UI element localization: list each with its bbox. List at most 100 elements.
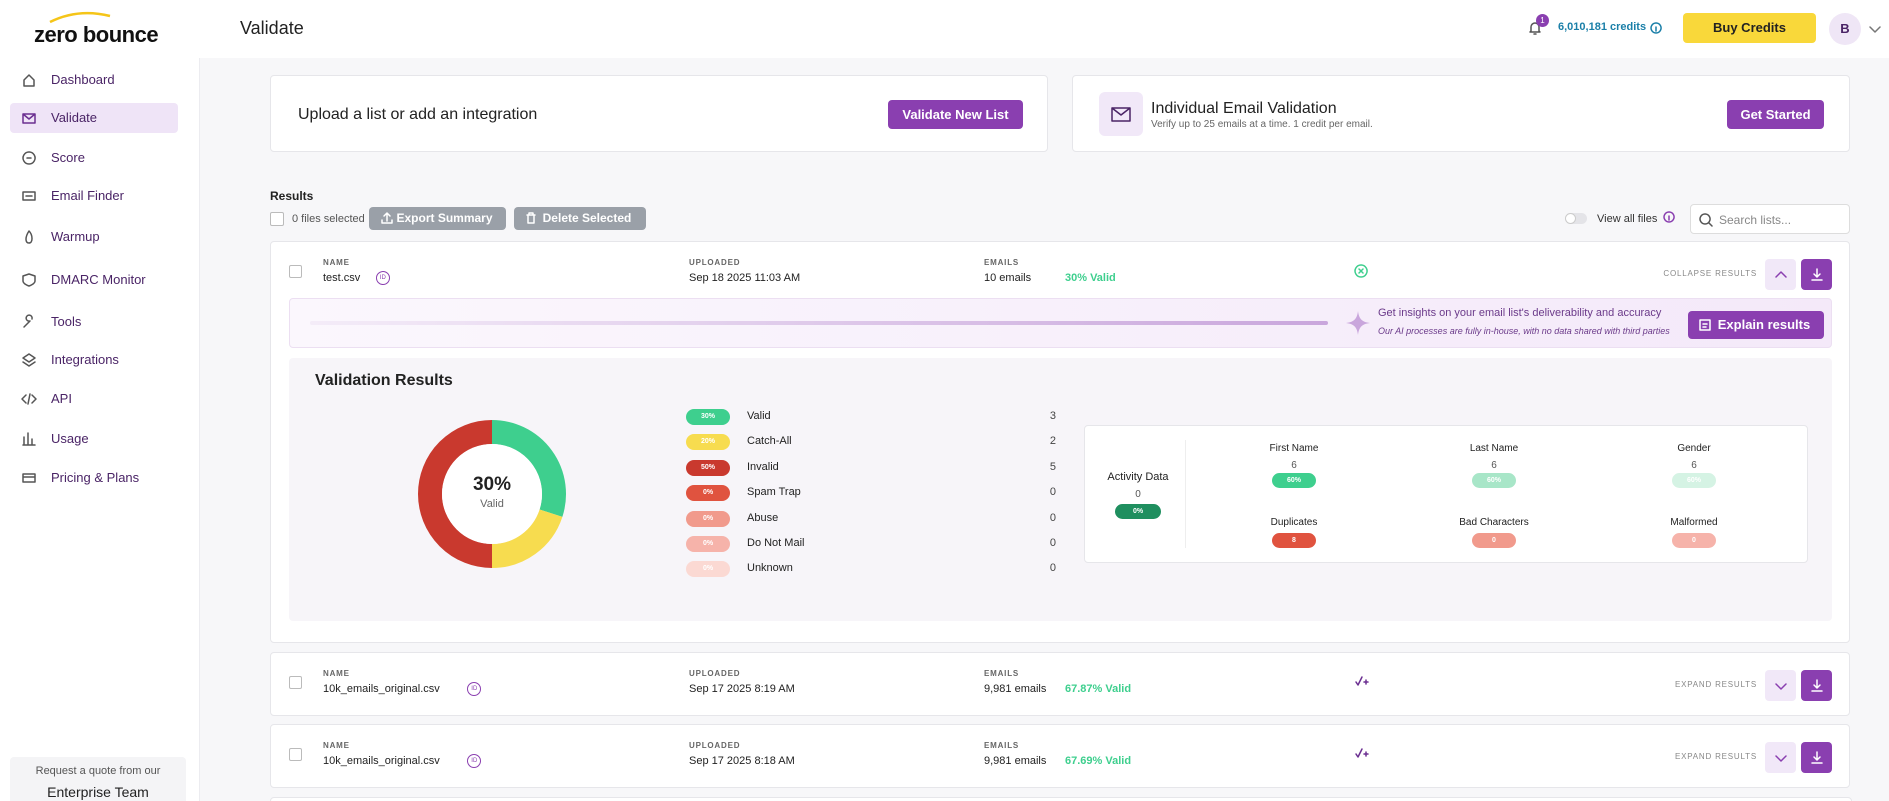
status-count: 0 [1049,562,1056,575]
file-checkbox[interactable] [289,748,302,761]
nav-item[interactable]: Pricing & Plans [51,470,140,485]
icon-path [23,314,33,328]
stat-label: Bad Characters [1459,517,1529,528]
icon-path [1775,271,1787,278]
file-checkbox[interactable] [289,676,302,689]
insight-note: Our AI processes are fully in-house, wit… [1378,326,1670,336]
toggle-results-button[interactable] [1765,670,1796,701]
nav-item[interactable]: Score [51,150,85,165]
stat-badge: 0 [1672,533,1716,548]
notification-badge: 1 [1536,14,1549,27]
status-count: 0 [1049,511,1056,524]
file-name: 10k_emails_original.csv [323,683,440,695]
status-name: Catch-All [747,435,792,448]
toggle-results-button[interactable] [1765,259,1796,290]
icon [1699,319,1711,331]
download-button[interactable] [1801,742,1832,773]
search-box[interactable]: Search lists... [1690,204,1850,234]
status-name: Abuse [747,511,779,524]
select-all-checkbox[interactable] [270,212,284,226]
column-label: EMAILS [984,258,1020,267]
icon-path [1355,676,1369,686]
logo-swoosh [49,11,111,24]
icon-path [381,212,393,224]
stat-label: Gender [1677,443,1711,454]
page-title: Validate [240,18,304,38]
buy-credits-button[interactable]: Buy Credits [1683,13,1816,43]
status-count: 0 [1049,486,1056,499]
view-all-toggle[interactable] [1565,213,1587,224]
status-badge: 0% [686,561,730,578]
avatar[interactable]: B [1829,13,1861,45]
file-name: 10k_emails_original.csv [323,755,440,767]
download-button[interactable] [1801,670,1832,701]
stat-label: Duplicates [1270,517,1318,528]
sparkle-shape [1346,311,1370,335]
sparkle [1346,311,1370,335]
footer-line: Request a quote from our [35,765,161,777]
status-name: Valid [747,410,771,422]
activity-value: 0 [1135,489,1141,500]
icon [22,432,36,446]
nav-item[interactable]: Warmup [51,229,100,244]
individual-title: Individual Email Validation [1151,100,1337,117]
file-uploaded: Sep 17 2025 8:18 AM [689,755,795,767]
results-toggle-label[interactable]: EXPAND RESULTS [1674,752,1757,761]
nav-item[interactable]: Tools [51,314,82,329]
status-count: 3 [1049,410,1056,422]
icon [1869,26,1881,33]
stat-value: 6 [1691,460,1697,471]
nav-item[interactable]: Dashboard [51,72,115,87]
icon [1699,213,1713,227]
file-card: NAME 10k_emails_original.csv UPLOADED Sep 1… [270,724,1850,788]
validate-new-list-button[interactable]: Validate New List [888,100,1023,129]
individual-subtitle: Verify up to 25 emails at a time. 1 cred… [1151,119,1373,130]
get-started-button[interactable]: Get Started [1727,100,1824,129]
icon [21,393,37,405]
stat-badge: 60% [1672,473,1716,488]
credits[interactable]: 6,010,181 credits [1558,21,1647,33]
logo: zero bounce [34,22,159,47]
individual-card: Individual Email Validation Verify up to … [1072,75,1850,152]
icon [1111,107,1131,122]
icon [1811,751,1823,764]
toggle-results-button[interactable] [1765,742,1796,773]
results-toggle-label[interactable]: EXPAND RESULTS [1674,680,1757,689]
column-label: UPLOADED [689,741,741,750]
stat-badge: 0 [1472,533,1516,548]
donut-segment [491,508,563,568]
icon-path [1650,22,1662,34]
status-badge: 0% [686,536,730,552]
icon [381,212,393,224]
donut-segment [491,420,566,517]
icon-path [1354,264,1368,278]
donut-center-label: Valid [480,498,504,510]
icon [526,212,536,224]
status-count: 0 [1049,537,1056,549]
nav-item[interactable]: Email Finder [51,188,124,203]
download-button[interactable] [1801,259,1832,290]
delete-selected-button[interactable]: Delete Selected [514,207,646,230]
nav-item[interactable]: DMARC Monitor [51,272,146,287]
status-name: Unknown [747,562,793,575]
stat-value: 6 [1291,460,1297,471]
file-checkbox[interactable] [289,265,302,278]
icon-path [22,432,36,446]
icon-path [25,230,33,244]
nav-item[interactable]: Integrations [51,352,119,367]
status-badge: 50% [686,459,730,476]
icon [1354,264,1368,278]
export-summary-button[interactable]: Export Summary [369,207,506,230]
footer-link[interactable]: Enterprise Team [47,784,149,800]
column-label: UPLOADED [689,669,741,678]
mail-icon-box [1099,92,1143,136]
results-toggle-label[interactable]: COLLAPSE RESULTS [1663,269,1757,278]
nav-item[interactable]: Usage [51,431,89,446]
icon-path [21,393,37,405]
nav-item[interactable]: Validate [51,110,98,125]
icon [22,473,36,483]
nav-item[interactable]: API [51,391,72,406]
id-badge: ID [375,271,390,285]
stats-divider [1185,440,1186,548]
